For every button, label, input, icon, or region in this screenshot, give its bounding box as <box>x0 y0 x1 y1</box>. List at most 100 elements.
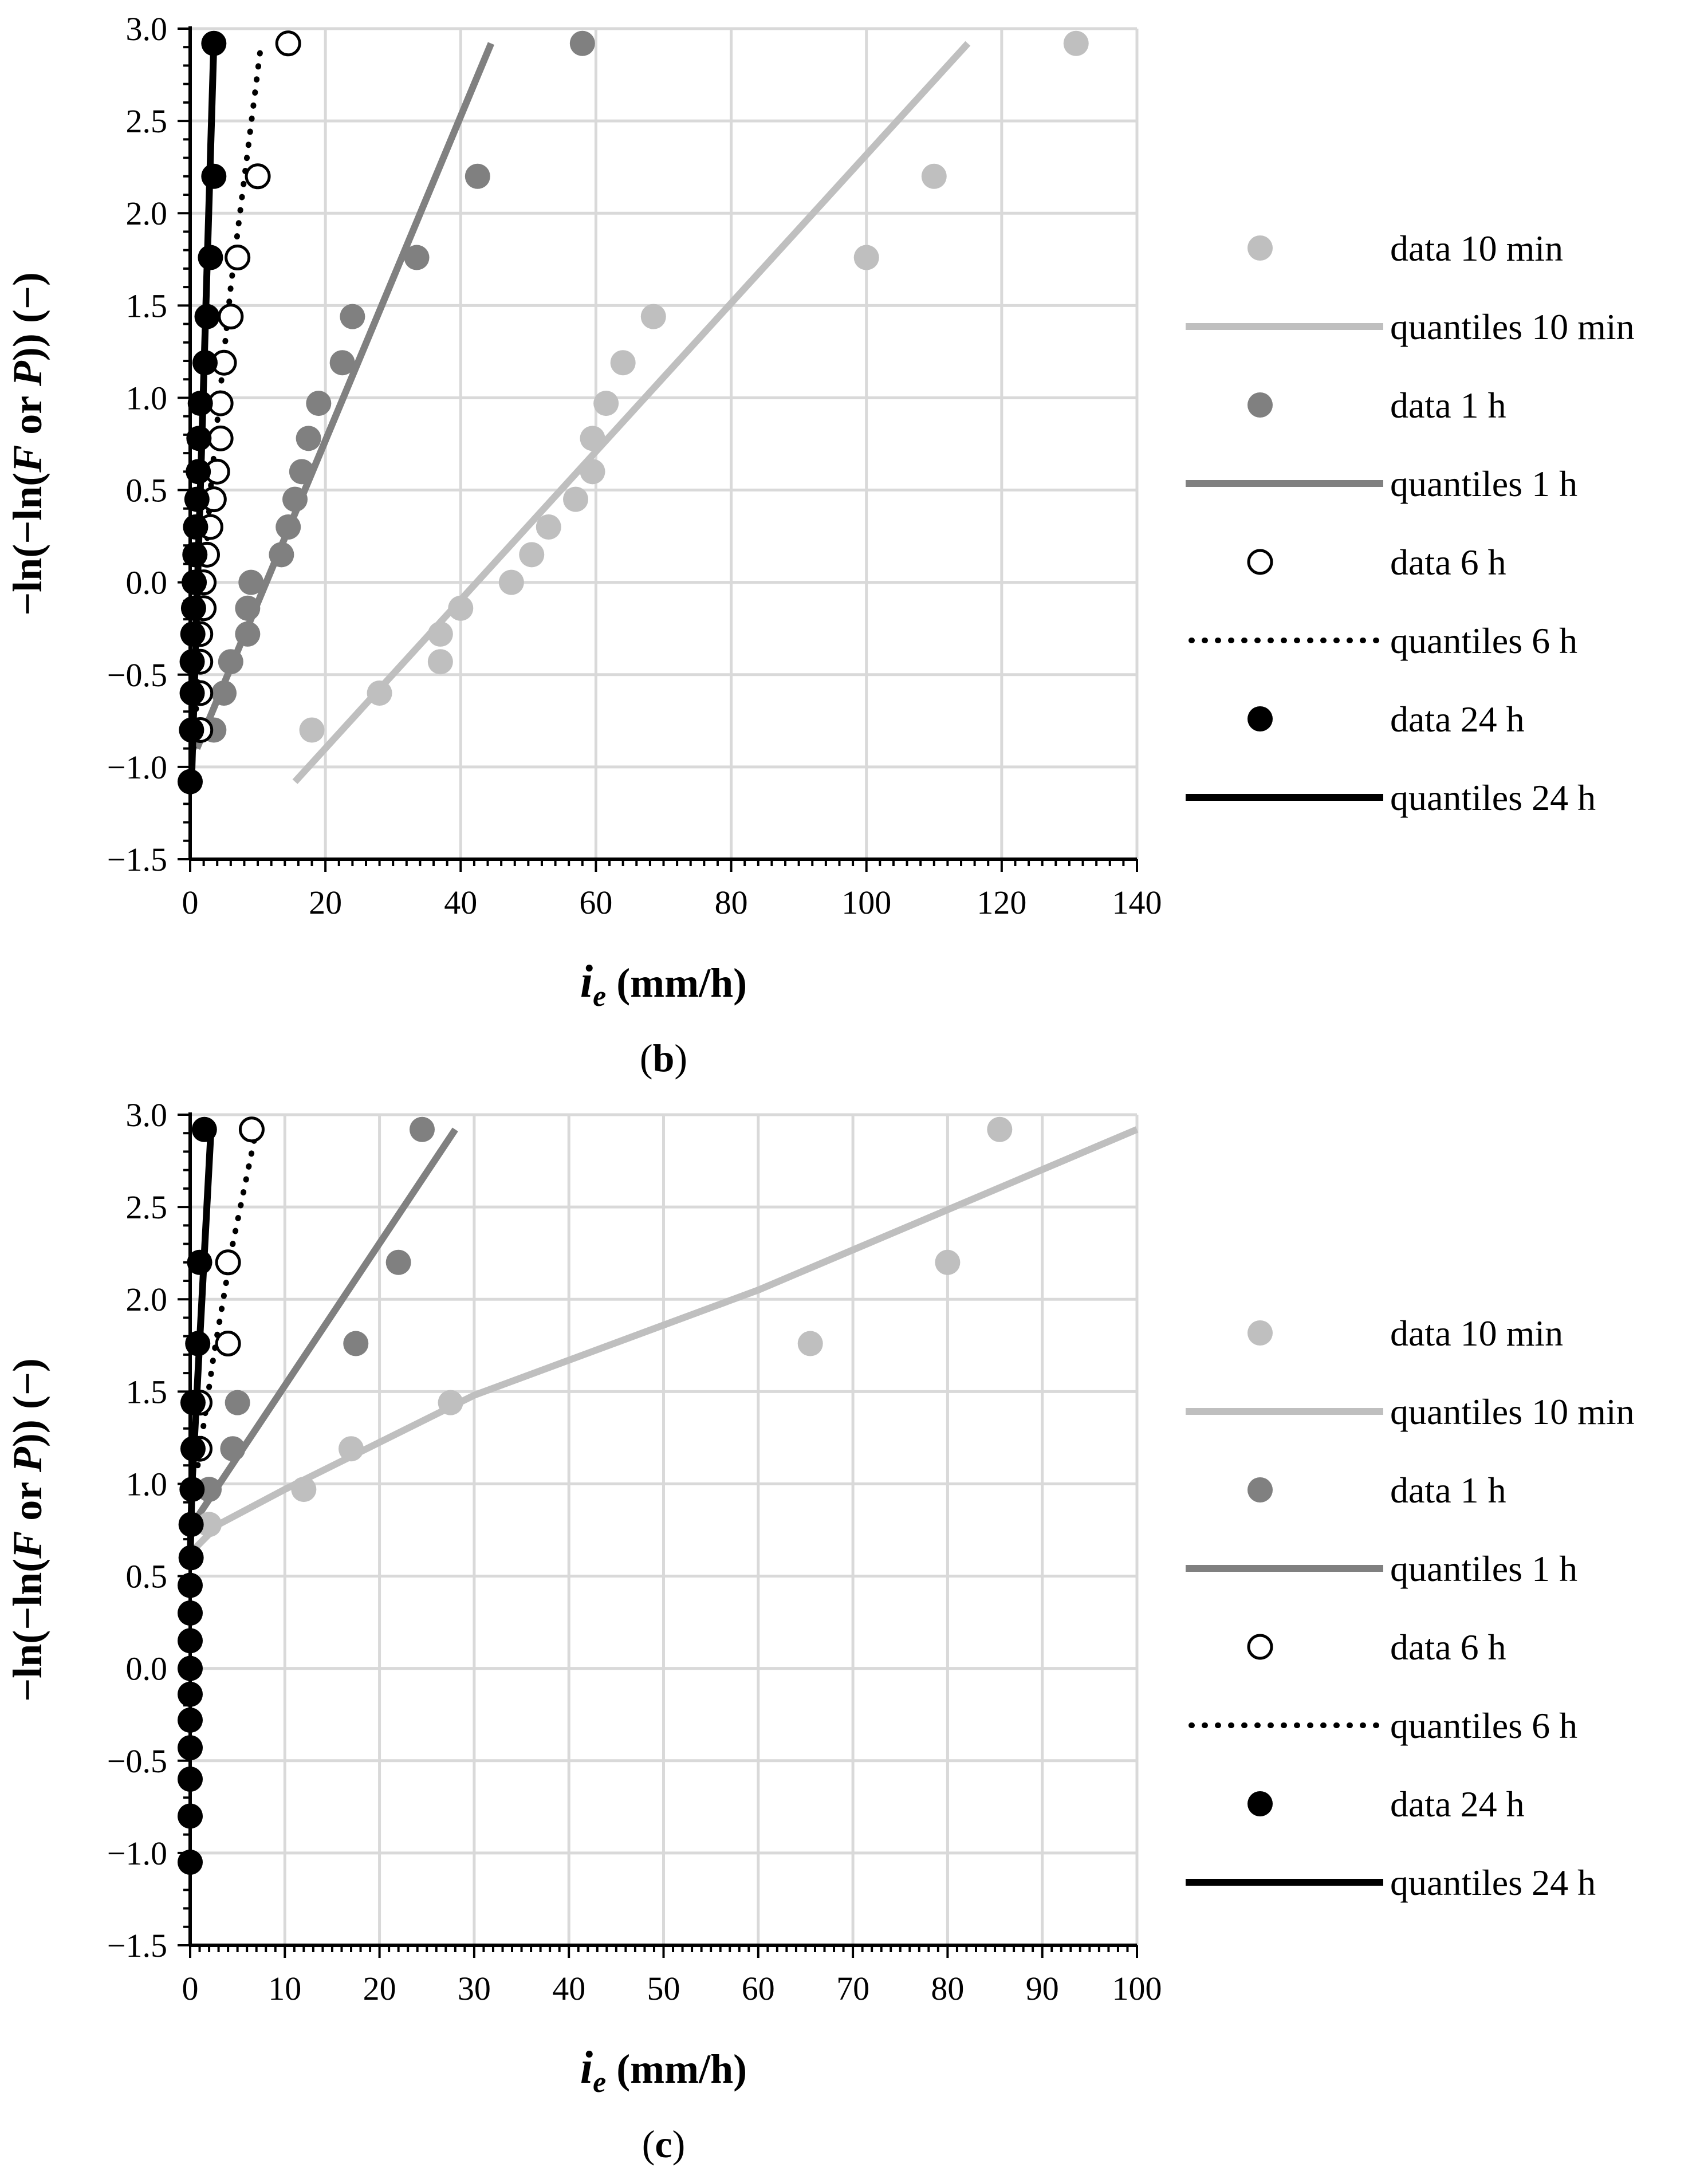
data-point-data-10-min <box>563 486 589 512</box>
y-tick-label: 1.5 <box>126 287 168 324</box>
data-point-data-10-min <box>299 717 325 743</box>
data-point-data-24-h <box>178 1767 203 1792</box>
data-point-data-24-h <box>179 1477 205 1502</box>
data-point-data-24-h <box>178 1803 203 1829</box>
y-axis-title-part: or <box>5 1472 50 1531</box>
data-point-data-6-h <box>245 163 271 190</box>
legend-marker-point <box>1247 1791 1273 1816</box>
data-point-data-24-h <box>179 649 205 675</box>
legend-marker-point <box>1247 706 1273 731</box>
x-axis-title-subscript: e <box>593 2066 606 2099</box>
y-tick-label: 0.0 <box>126 1650 168 1688</box>
data-point-data-24-h <box>191 1116 217 1142</box>
data-point-data-6-h <box>207 425 234 451</box>
data-point-data-10-min <box>580 459 605 485</box>
data-point-data-10-min <box>339 1436 364 1462</box>
panel-label-close: ) <box>674 1036 687 1080</box>
legend-label: data 24 h <box>1390 699 1525 740</box>
data-point-data-1-h <box>404 245 430 270</box>
data-point-data-1-h <box>269 542 294 568</box>
legend-marker-point <box>1247 1320 1273 1346</box>
y-axis-title-F: F <box>5 1531 50 1559</box>
data-point-data-10-min <box>536 514 561 540</box>
x-tick-label: 100 <box>1112 1970 1162 2007</box>
data-point-data-24-h <box>194 304 220 329</box>
data-point-data-24-h <box>187 391 213 416</box>
y-tick-label: 3.0 <box>126 10 168 48</box>
x-axis-title: ie (mm/h) <box>580 957 747 1013</box>
x-tick-label: 50 <box>647 1970 680 2007</box>
data-point-data-1-h <box>225 1390 250 1415</box>
legend-label: data 6 h <box>1390 542 1506 583</box>
legend-label: quantiles 24 h <box>1390 1862 1596 1903</box>
data-point-data-10-min <box>935 1249 961 1275</box>
data-point-data-24-h <box>201 163 227 189</box>
y-tick-label: 1.0 <box>126 1465 168 1502</box>
data-point-data-1-h <box>276 514 301 540</box>
y-tick-label: 1.0 <box>126 379 168 416</box>
data-point-data-10-min <box>448 595 474 621</box>
data-point-data-10-min <box>291 1477 317 1502</box>
panel-label-open: ( <box>640 1036 653 1080</box>
x-tick-label: 20 <box>309 884 342 921</box>
legend-label: quantiles 1 h <box>1390 463 1577 504</box>
data-point-data-6-h <box>225 245 251 271</box>
legend-label: data 10 min <box>1390 228 1563 269</box>
legend-marker-open-point <box>1247 1634 1273 1660</box>
plot-area <box>178 1116 1139 1875</box>
panel-label-open: ( <box>642 2122 655 2166</box>
data-point-data-1-h <box>235 621 261 647</box>
data-point-data-24-h <box>178 1850 203 1875</box>
x-tick-label: 80 <box>931 1970 964 2007</box>
x-tick-label: 40 <box>552 1970 585 2007</box>
data-point-data-24-h <box>186 459 211 485</box>
data-point-data-24-h <box>183 514 208 540</box>
data-point-data-10-min <box>797 1331 823 1356</box>
legend-marker-point <box>1247 235 1273 261</box>
data-point-data-24-h <box>180 621 206 647</box>
data-point-data-24-h <box>178 1681 203 1707</box>
data-point-data-10-min <box>427 649 453 675</box>
legend-label: data 24 h <box>1390 1784 1525 1824</box>
legend-label: data 1 h <box>1390 385 1506 426</box>
y-tick-label: −1.5 <box>107 1927 167 1964</box>
y-axis-title-P: P <box>5 1446 50 1473</box>
y-axis-title: −ln(−ln(F or P)) (−) <box>5 1358 50 1702</box>
data-point-data-10-min <box>640 304 666 329</box>
x-axis-title: ie (mm/h) <box>580 2043 747 2099</box>
data-point-data-1-h <box>211 681 237 706</box>
panel-label-letter: b <box>653 1036 675 1080</box>
data-point-data-6-h <box>238 1116 265 1143</box>
gridlines <box>190 27 1139 861</box>
series-line-quantiles-10-min <box>292 41 971 784</box>
data-point-data-1-h <box>282 486 308 512</box>
y-tick-label: −0.5 <box>107 656 167 694</box>
data-point-data-10-min <box>427 621 453 647</box>
data-point-data-24-h <box>198 245 223 270</box>
plot-area <box>178 30 1089 794</box>
data-point-data-1-h <box>238 569 264 595</box>
data-point-data-24-h <box>192 350 218 376</box>
data-point-data-1-h <box>343 1331 369 1356</box>
data-point-data-6-h <box>275 30 301 57</box>
legend-label: quantiles 10 min <box>1390 1391 1635 1432</box>
data-point-data-1-h <box>385 1249 411 1275</box>
y-tick-label: −1.0 <box>107 1835 167 1872</box>
y-tick-label: 0.5 <box>126 1558 168 1595</box>
x-tick-label: 0 <box>182 884 199 921</box>
data-point-data-24-h <box>178 1572 203 1598</box>
data-point-data-1-h <box>340 304 365 329</box>
y-tick-label: 0.0 <box>126 564 168 601</box>
x-axis-title-subscript: e <box>593 980 606 1013</box>
legend-marker-point <box>1247 392 1273 418</box>
y-tick-label: 3.0 <box>126 1096 168 1134</box>
data-point-data-10-min <box>987 1116 1013 1142</box>
x-tick-label: 80 <box>715 884 748 921</box>
chart-panel-b: 3.0 2.5 2.0 1.5 1.0 0.5 0.0 −0.5 −1.0 −1.5 0 20 40 60… <box>5 10 1635 1080</box>
panel-label: (b) <box>640 1036 687 1080</box>
data-point-data-6-h <box>215 1331 241 1357</box>
x-tick-label: 120 <box>977 884 1026 921</box>
data-point-data-10-min <box>593 391 619 416</box>
data-point-data-24-h <box>179 717 204 743</box>
